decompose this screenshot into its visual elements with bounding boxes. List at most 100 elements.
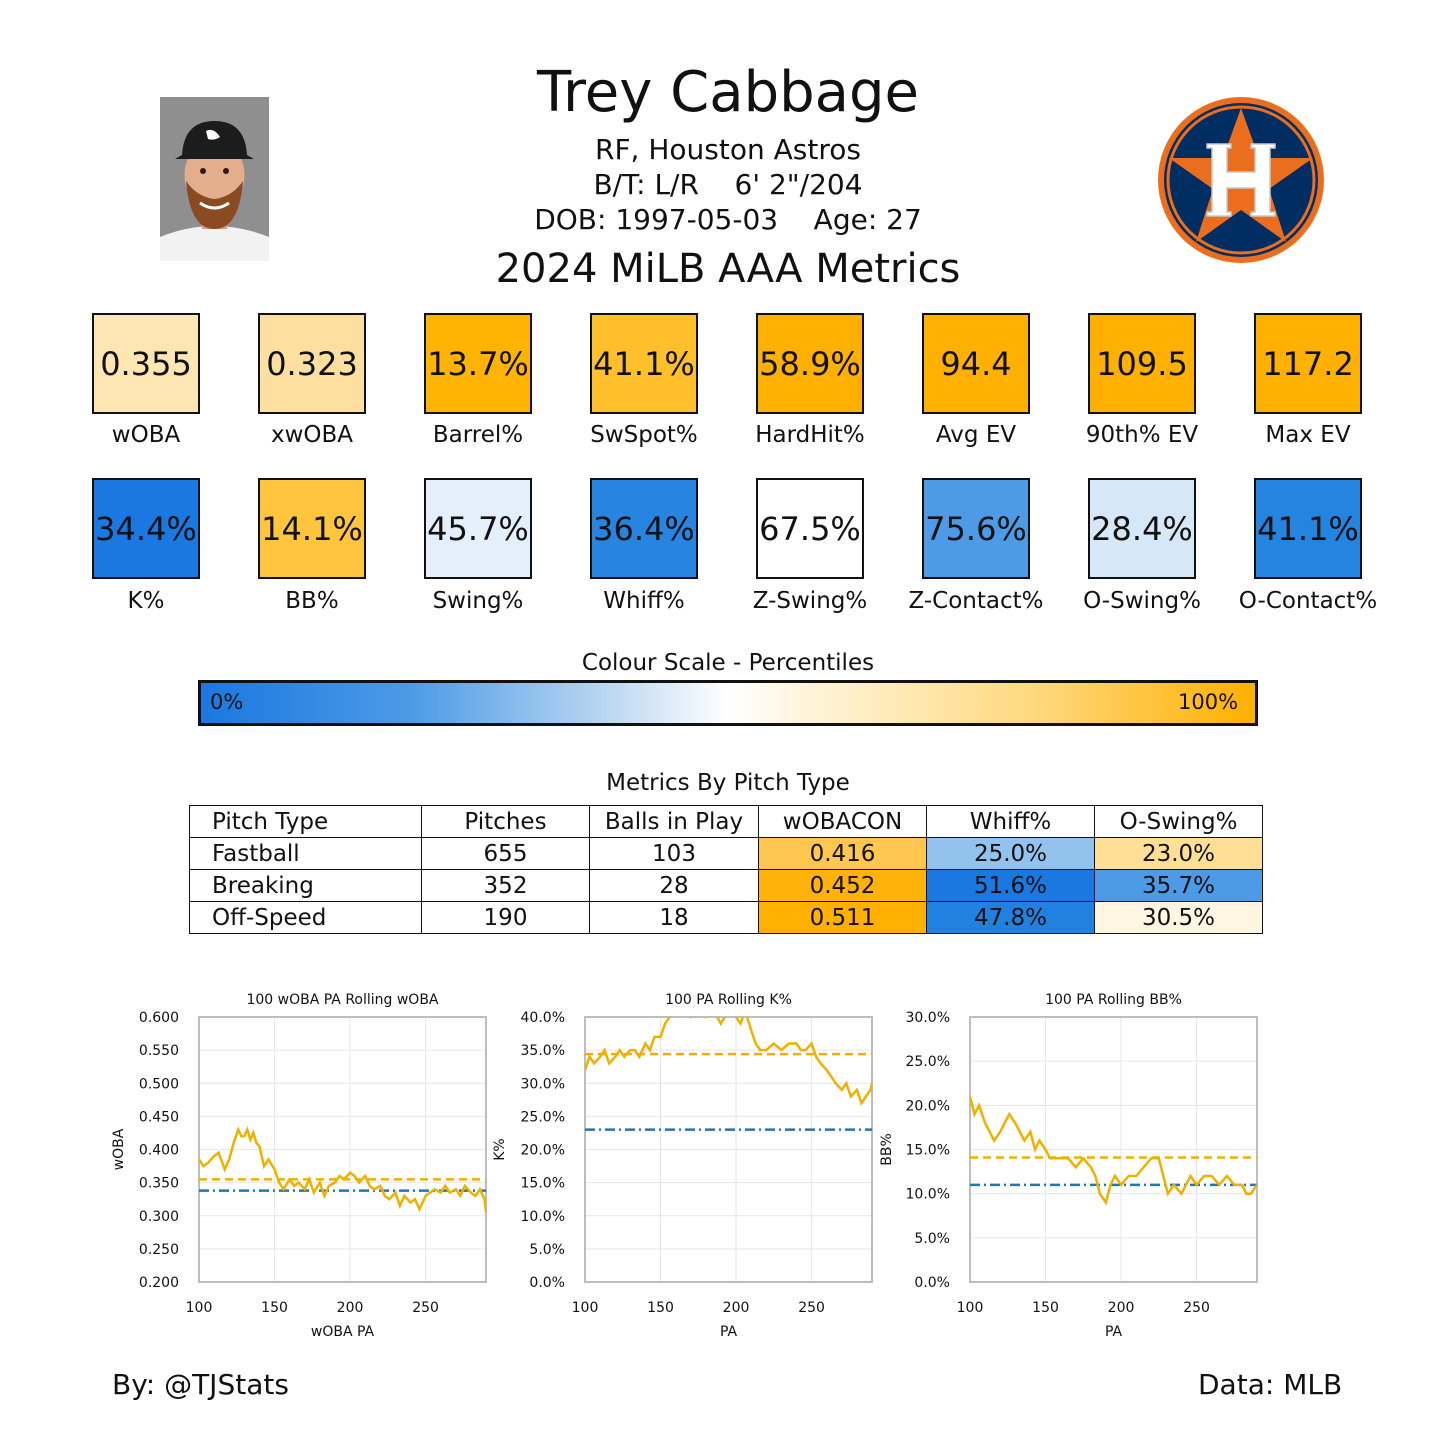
metric-label: Z-Contact% <box>908 588 1044 614</box>
metric-label: Z-Swing% <box>752 588 868 614</box>
table-cell: 190 <box>421 901 590 934</box>
metric-tile: 41.1% <box>1254 478 1362 579</box>
x-tick-label: 250 <box>798 1300 825 1316</box>
x-axis-label: PA <box>720 1324 738 1340</box>
pitch-table-title: Metrics By Pitch Type <box>606 770 850 796</box>
metric-tile: 67.5% <box>756 478 864 579</box>
table-row: Breaking 352 28 0.452 51.6% 35.7% <box>189 869 1263 902</box>
author-credit: By: @TJStats <box>112 1368 289 1401</box>
y-tick-label: 0.400 <box>139 1143 179 1159</box>
table-cell: 655 <box>421 837 590 870</box>
table-header-cell: wOBACON <box>758 805 927 838</box>
rolling-chart-2: 0.0% 5.0% 10.0% 15.0% 20.0% 25.0% 30.0% 100 150 2… <box>879 992 1258 1340</box>
y-tick-label: 35.0% <box>521 1043 565 1059</box>
metric-label: BB% <box>285 588 339 614</box>
table-cell: 0.511 <box>758 901 927 934</box>
chart-title: 100 PA Rolling K% <box>665 992 792 1008</box>
y-axis-label: BB% <box>879 1133 895 1166</box>
metric-label: Max EV <box>1265 422 1351 448</box>
metric-label: Whiff% <box>603 588 685 614</box>
metric-tile: 13.7% <box>424 313 532 414</box>
chart-title: 100 wOBA PA Rolling wOBA <box>246 992 438 1008</box>
metric-tile: 41.1% <box>590 313 698 414</box>
x-tick-label: 200 <box>337 1300 364 1316</box>
page-subtitle: 2024 MiLB AAA Metrics <box>495 246 961 292</box>
metric-label: HardHit% <box>755 422 865 448</box>
y-tick-label: 15.0% <box>521 1176 565 1192</box>
y-tick-label: 0.0% <box>914 1275 950 1291</box>
metric-tile: 0.355 <box>92 313 200 414</box>
metric-tile: 14.1% <box>258 478 366 579</box>
y-tick-label: 0.600 <box>139 1010 179 1026</box>
metric-label: SwSpot% <box>590 422 698 448</box>
rolling-chart-0: 0.200 0.250 0.300 0.350 0.400 0.450 0.500 0.550… <box>111 992 487 1340</box>
x-tick-label: 150 <box>1032 1300 1059 1316</box>
player-headshot <box>160 97 269 261</box>
x-tick-label: 200 <box>723 1300 750 1316</box>
y-tick-label: 25.0% <box>521 1109 565 1125</box>
y-tick-label: 0.300 <box>139 1209 179 1225</box>
rolling-series-line <box>585 1017 872 1106</box>
rolling-chart-1: 0.0% 5.0% 10.0% 15.0% 20.0% 25.0% 30.0% 35.0% 40… <box>492 992 873 1340</box>
metric-label: 90th% EV <box>1085 422 1199 448</box>
y-axis-label: wOBA <box>111 1128 127 1170</box>
y-tick-label: 0.500 <box>139 1076 179 1092</box>
y-tick-label: 0.550 <box>139 1043 179 1059</box>
y-tick-label: 20.0% <box>521 1143 565 1159</box>
table-cell: 25.0% <box>926 837 1095 870</box>
table-cell: 47.8% <box>926 901 1095 934</box>
position-team: RF, Houston Astros <box>595 133 861 166</box>
y-tick-label: 20.0% <box>906 1098 950 1114</box>
astros-logo <box>1158 97 1324 263</box>
table-row: Off-Speed 190 18 0.511 47.8% 30.5% <box>189 901 1263 934</box>
metric-tile: 28.4% <box>1088 478 1196 579</box>
table-header-cell: Pitch Type <box>189 805 422 838</box>
table-cell: 51.6% <box>926 869 1095 902</box>
rolling-series-line <box>199 1126 486 1213</box>
x-tick-label: 100 <box>572 1300 599 1316</box>
y-tick-label: 5.0% <box>914 1231 950 1247</box>
x-tick-label: 200 <box>1108 1300 1135 1316</box>
metric-label: Swing% <box>432 588 524 614</box>
table-cell: 0.416 <box>758 837 927 870</box>
x-tick-label: 250 <box>412 1300 439 1316</box>
y-tick-label: 40.0% <box>521 1010 565 1026</box>
y-tick-label: 0.350 <box>139 1176 179 1192</box>
table-header-row: Pitch Type Pitches Balls in Play wOBACON Whi… <box>189 805 1263 838</box>
metric-label: xwOBA <box>270 422 354 448</box>
table-cell: Breaking <box>189 869 422 902</box>
y-tick-label: 30.0% <box>521 1076 565 1092</box>
x-tick-label: 250 <box>1183 1300 1210 1316</box>
metric-label: K% <box>127 588 165 614</box>
rolling-series-line <box>970 1096 1257 1206</box>
y-tick-label: 10.0% <box>906 1187 950 1203</box>
x-tick-label: 150 <box>647 1300 674 1316</box>
y-tick-label: 25.0% <box>906 1054 950 1070</box>
table-cell: 18 <box>589 901 759 934</box>
metric-label: O-Contact% <box>1238 588 1378 614</box>
plot-frame <box>584 1016 873 1283</box>
table-row: Fastball 655 103 0.416 25.0% 23.0% <box>189 837 1263 870</box>
colour-scale-max-label: 100% <box>1178 690 1239 714</box>
chart-title: 100 PA Rolling BB% <box>1045 992 1182 1008</box>
y-tick-label: 0.250 <box>139 1242 179 1258</box>
metric-label: O-Swing% <box>1083 588 1201 614</box>
y-tick-label: 30.0% <box>906 1010 950 1026</box>
table-cell: 28 <box>589 869 759 902</box>
metric-tile: 94.4 <box>922 313 1030 414</box>
x-tick-label: 100 <box>957 1300 984 1316</box>
y-axis-label: K% <box>492 1138 508 1160</box>
metric-label: Barrel% <box>432 422 524 448</box>
metric-label: wOBA <box>111 422 181 448</box>
x-axis-label: wOBA PA <box>311 1324 375 1340</box>
data-source-credit: Data: MLB <box>1198 1368 1343 1401</box>
metric-tile: 117.2 <box>1254 313 1362 414</box>
colour-scale-title: Colour Scale - Percentiles <box>581 650 875 676</box>
colour-scale-bar <box>198 680 1258 726</box>
plot-frame <box>969 1016 1258 1283</box>
table-header-cell: Pitches <box>421 805 590 838</box>
metric-tile: 45.7% <box>424 478 532 579</box>
player-name: Trey Cabbage <box>537 60 919 125</box>
y-tick-label: 15.0% <box>906 1143 950 1159</box>
